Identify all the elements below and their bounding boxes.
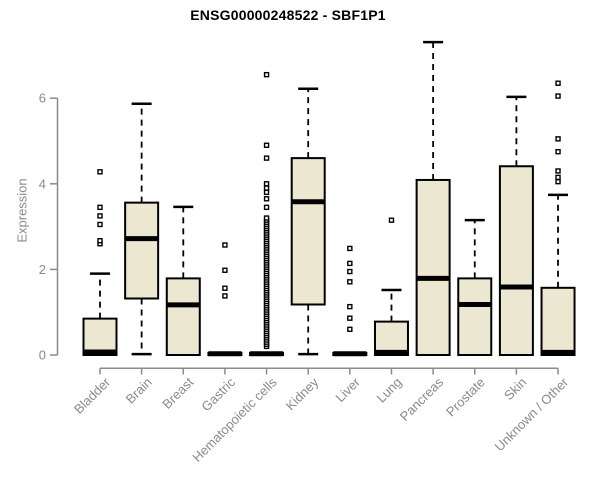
x-tick-label: Gastric [198, 374, 238, 414]
outlier-point [97, 169, 103, 175]
outlier-point [555, 168, 561, 174]
y-tick-label: 2 [39, 262, 46, 277]
outlier-point [347, 315, 353, 321]
box-hematopoietic-cells [249, 71, 285, 357]
outlier-point [347, 268, 353, 275]
box-pancreas [415, 40, 451, 356]
box-skin [498, 95, 534, 356]
outlier-point [555, 178, 561, 185]
iqr-box [165, 277, 201, 356]
outlier-point [263, 181, 270, 187]
outlier-point [263, 196, 270, 202]
outlier-point [555, 174, 561, 181]
y-tick-label: 4 [39, 176, 46, 191]
y-tick-label: 6 [39, 91, 46, 106]
outlier-point [555, 80, 561, 86]
outlier-point [555, 93, 561, 99]
outlier-point [555, 136, 561, 142]
outlier-point [222, 293, 228, 299]
outlier-point [263, 204, 270, 211]
x-tick-label: Kidney [283, 374, 322, 413]
iqr-box [290, 157, 326, 306]
outlier-point [97, 213, 103, 219]
outlier-point [555, 148, 561, 155]
outlier-point [263, 71, 270, 78]
x-tick-label: Bladder [71, 374, 114, 417]
outlier-point [97, 221, 103, 228]
box-lung [373, 217, 409, 356]
x-tick-label: Unknown / Other [492, 374, 572, 454]
iqr-box [373, 320, 409, 356]
box-bladder [82, 169, 118, 356]
outlier-point [347, 260, 353, 267]
outlier-point [263, 155, 270, 161]
y-axis: 0 2 4 6 [39, 91, 59, 363]
outlier-point [347, 279, 353, 285]
box-breast [165, 205, 201, 356]
x-tick-label: Pancreas [397, 374, 447, 424]
box-gastric [207, 242, 243, 357]
box-kidney [290, 87, 326, 356]
x-tick-label: Liver [332, 374, 363, 405]
iqr-box [82, 317, 118, 356]
outlier-point [263, 185, 270, 191]
outlier-point [97, 204, 103, 211]
iqr-box [457, 277, 493, 356]
x-tick-label: Brain [123, 375, 155, 407]
outlier-point [97, 238, 103, 244]
iqr-box [498, 165, 534, 356]
outlier-point [347, 303, 353, 310]
iqr-box [124, 201, 160, 300]
box-liver [332, 245, 368, 357]
outlier-point [222, 242, 228, 248]
outlier-point [222, 285, 228, 291]
iqr-box [415, 178, 451, 356]
box-prostate [457, 218, 493, 356]
x-tick-label: Prostate [443, 375, 488, 420]
outlier-point [347, 326, 353, 333]
box-brain [124, 102, 160, 356]
x-tick-label: Skin [501, 375, 529, 403]
box-unknown-other [540, 80, 576, 356]
outlier-point [347, 245, 353, 252]
outlier-point [263, 142, 270, 148]
y-tick-label: 0 [39, 348, 46, 363]
outlier-point [388, 217, 395, 223]
outlier-point [263, 215, 270, 221]
x-tick-label: Lung [374, 375, 405, 406]
chart-title: ENSG00000248522 - SBF1P1 [190, 7, 386, 23]
outlier-point [263, 189, 270, 196]
outlier-point [222, 267, 228, 273]
x-tick-label: Breast [159, 374, 196, 411]
iqr-box [540, 286, 576, 356]
